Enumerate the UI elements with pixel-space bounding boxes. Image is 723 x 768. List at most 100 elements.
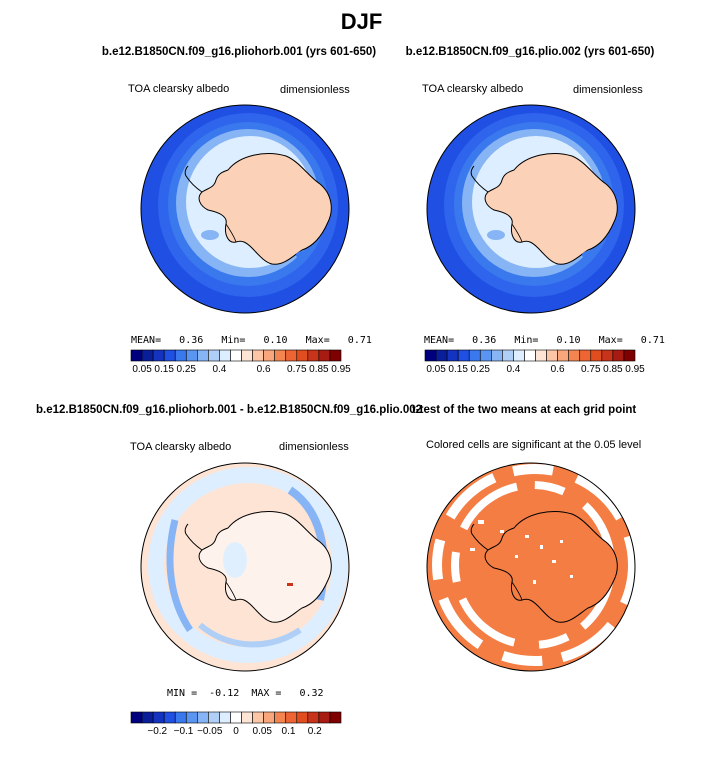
colorbar-swatch: [307, 349, 320, 362]
colorbar-swatch: [197, 349, 209, 362]
panel-1-boundary: [140, 104, 350, 314]
colorbar-swatch: [285, 711, 298, 724]
colorbar-tick-label: −0.05: [197, 726, 223, 737]
colorbar-tick-label: 0: [233, 726, 239, 737]
colorbar-tick-label: 0.05: [132, 364, 152, 375]
colorbar-swatch: [219, 349, 231, 362]
min-label: MIN =: [167, 688, 198, 699]
colorbar-tick-label: 0.1: [282, 726, 296, 737]
colorbar-tick-label: 0.05: [253, 726, 273, 737]
colorbar-swatch: [130, 349, 143, 362]
ross-sea-anomaly: [487, 230, 505, 240]
colorbar-tick-label: 0.95: [331, 364, 351, 375]
colorbar-swatch: [318, 711, 331, 724]
colorbar-tick-label: 0.6: [257, 364, 271, 375]
colorbar-swatch: [241, 711, 253, 724]
panel-2-map: [427, 105, 635, 313]
colorbar-tick-label: −0.1: [174, 726, 194, 737]
panel-4-caption: Colored cells are significant at the 0.0…: [426, 439, 642, 451]
colorbar-swatch: [329, 711, 342, 724]
colorbars: 0.05 0.15 0.25 0.4 0.6 0.75 0.85 0.95 0.05 0.15 0.…: [130, 349, 645, 737]
panel-1-title: b.e12.B1850CN.f09_g16.pliohorb.001 (yrs …: [101, 46, 377, 58]
colorbar-swatch: [318, 349, 331, 362]
colorbar-swatch: [174, 711, 187, 724]
colorbar-swatch: [307, 711, 320, 724]
colorbar-swatch: [285, 349, 298, 362]
colorbar-swatch: [623, 349, 636, 362]
mean-value: 0.36: [472, 335, 497, 346]
max-value: 0.32: [299, 688, 324, 699]
panel-4-map: [427, 463, 635, 671]
colorbar-swatch: [152, 349, 165, 362]
max-value: 0.71: [347, 335, 372, 346]
colorbar-swatch: [163, 711, 176, 724]
colorbar-swatch: [208, 711, 220, 724]
colorbar-swatch: [219, 711, 231, 724]
colorbar-swatch: [479, 349, 492, 362]
panel-2-stats: MEAN= 0.36 Min= 0.10 Max= 0.71: [424, 335, 665, 346]
colorbar-swatch: [163, 349, 176, 362]
max-label: Max=: [598, 335, 623, 346]
mean-label: MEAN=: [424, 335, 455, 346]
min-value: 0.10: [556, 335, 581, 346]
colorbar-1: 0.05 0.15 0.25 0.4 0.6 0.75 0.85 0.95: [130, 349, 351, 375]
colorbar-2: 0.05 0.15 0.25 0.4 0.6 0.75 0.85 0.95: [424, 349, 645, 375]
colorbar-tick-label: 0.15: [448, 364, 468, 375]
max-label: MAX =: [251, 688, 282, 699]
panel-3-variable-label: TOA clearsky albedo: [130, 441, 232, 453]
colorbar-tick-label: 0.15: [154, 364, 174, 375]
max-value: 0.71: [640, 335, 665, 346]
colorbar-swatch: [274, 711, 287, 724]
panel-1-stats: MEAN= 0.36 Min= 0.10 Max= 0.71: [131, 335, 372, 346]
colorbar-swatch: [263, 711, 275, 724]
colorbar-swatch: [446, 349, 459, 362]
panel-2-title: b.e12.B1850CN.f09_g16.plio.002 (yrs 601-…: [405, 46, 655, 58]
colorbar-swatch: [457, 349, 470, 362]
colorbar-swatch: [252, 349, 264, 362]
diff-neg-west: [166, 519, 193, 632]
diff-interior-neg: [223, 542, 247, 578]
colorbar-tick-label: 0.85: [309, 364, 329, 375]
weddell-anomaly: [582, 251, 596, 259]
colorbar-tick-label: 0.75: [581, 364, 601, 375]
min-value: -0.12: [209, 688, 240, 699]
colorbar-swatch: [296, 349, 309, 362]
colorbar-swatch: [152, 711, 165, 724]
colorbar-swatch: [535, 349, 547, 362]
colorbar-swatch: [274, 349, 287, 362]
max-label: Max=: [305, 335, 330, 346]
colorbar-swatch: [263, 349, 275, 362]
panel-4-title: t-test of the two means at each grid poi…: [412, 404, 637, 416]
colorbar-tick-label: 0.2: [308, 726, 322, 737]
panel-3-stats: MIN = -0.12 MAX = 0.32: [167, 688, 324, 699]
colorbar-swatch: [435, 349, 448, 362]
colorbar-swatch: [579, 349, 592, 362]
colorbar-swatch: [130, 711, 143, 724]
panel-3-map: [141, 463, 349, 671]
colorbar-swatch: [424, 349, 437, 362]
colorbar-swatch: [252, 711, 264, 724]
colorbar-swatch: [208, 349, 220, 362]
colorbar-swatch: [601, 349, 614, 362]
colorbar-swatch: [524, 349, 536, 362]
colorbar-swatch: [185, 711, 198, 724]
colorbar-tick-label: 0.4: [506, 364, 520, 375]
colorbar-tick-label: 0.4: [212, 364, 226, 375]
min-value: 0.10: [263, 335, 288, 346]
mean-value: 0.36: [179, 335, 204, 346]
diff-neg-south: [198, 622, 302, 648]
nonsig-ring-outer: [432, 464, 635, 666]
colorbar-swatch: [568, 349, 581, 362]
colorbar-tick-label: 0.05: [426, 364, 446, 375]
colorbar-swatch: [197, 711, 209, 724]
ross-sea-anomaly: [201, 230, 219, 240]
colorbar-3: −0.2 −0.1 −0.05 0 0.05 0.1 0.2: [130, 711, 342, 737]
panel-4-boundary: [426, 462, 636, 672]
panel-2-boundary: [426, 104, 636, 314]
min-label: Min=: [514, 335, 539, 346]
colorbar-swatch: [185, 349, 198, 362]
colorbar-tick-label: 0.95: [625, 364, 645, 375]
min-label: Min=: [221, 335, 246, 346]
panel-1-units-label: dimensionless: [280, 84, 350, 96]
colorbar-tick-label: 0.85: [603, 364, 623, 375]
